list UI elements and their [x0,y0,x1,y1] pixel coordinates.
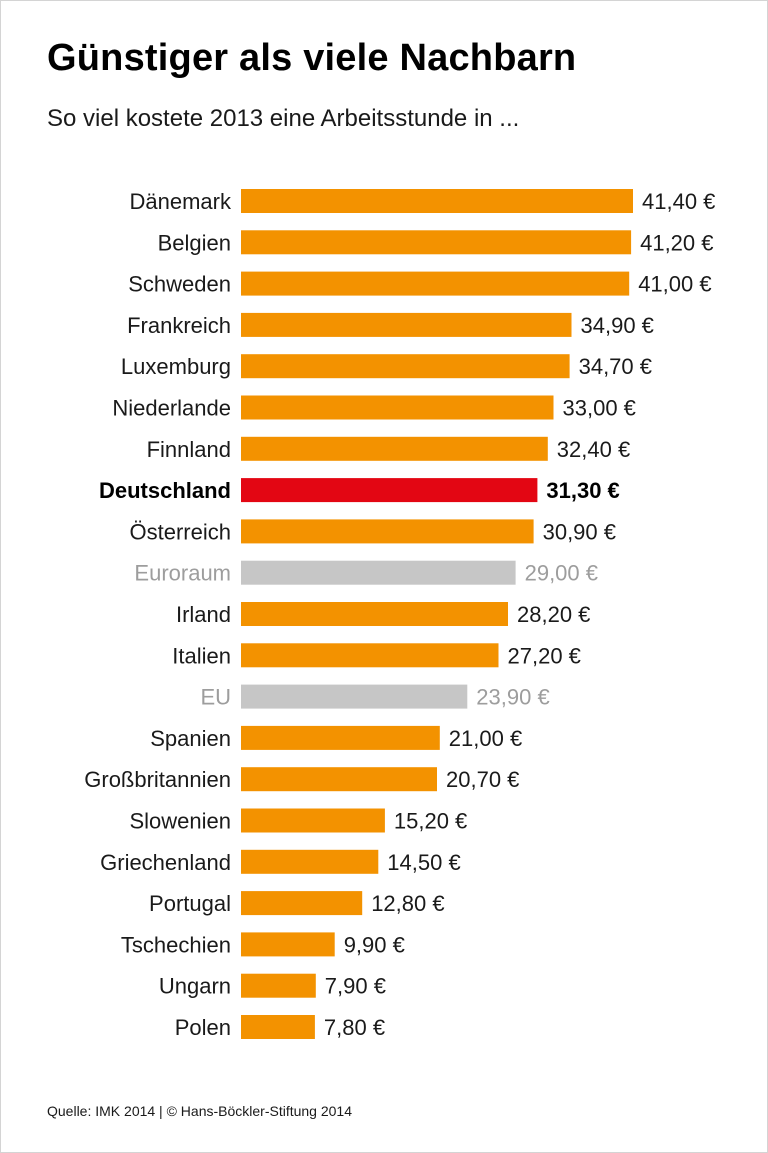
bar [241,643,499,668]
bar [241,684,468,709]
bar [241,436,548,461]
bar [241,973,316,998]
bar [241,1015,315,1039]
chart-subtitle: So viel kostete 2013 eine Arbeitsstunde … [47,105,520,132]
value-label: 20,70 € [446,767,519,792]
value-label: 30,90 € [543,519,616,544]
value-label: 9,90 € [344,932,405,957]
category-label: Finnland [147,437,231,462]
source-note: Quelle: IMK 2014 | © Hans-Böckler-Stiftu… [47,1103,352,1119]
bar [241,395,554,420]
value-label: 41,40 € [642,189,715,214]
value-label: 7,90 € [325,974,386,999]
value-label: 33,00 € [563,396,636,421]
category-label: EU [200,685,231,710]
category-label: Spanien [150,726,231,751]
value-label: 34,90 € [581,313,654,338]
value-label: 23,90 € [476,685,549,710]
bar-chart: Dänemark 41,40 € Belgien 41,20 € Schweden 41,… [84,189,715,1040]
bar [241,189,633,213]
category-label: Dänemark [130,189,232,214]
category-label: Polen [175,1015,231,1040]
bar [241,725,440,750]
bar [241,891,363,916]
category-label: Niederlande [112,396,231,421]
category-label: Deutschland [99,478,231,503]
category-label: Italien [172,643,231,668]
value-label: 27,20 € [508,643,581,668]
category-label: Ungarn [159,974,231,999]
value-label: 12,80 € [371,891,444,916]
bar [241,808,385,833]
category-label: Griechenland [100,850,231,875]
value-label: 7,80 € [324,1015,385,1040]
value-label: 14,50 € [387,850,460,875]
bar [241,478,538,503]
category-label: Irland [176,602,231,627]
value-label: 29,00 € [525,561,598,586]
category-label: Luxemburg [121,354,231,379]
value-label: 32,40 € [557,437,630,462]
value-label: 28,20 € [517,602,590,627]
bar [241,519,534,544]
category-label: Slowenien [129,809,231,834]
bar [241,602,508,626]
value-label: 31,30 € [546,478,619,503]
bar [241,230,632,255]
bar [241,354,570,379]
bar [241,271,630,296]
bar [241,767,437,792]
bar [241,312,572,337]
chart-title: Günstiger als viele Nachbarn [47,37,577,79]
value-label: 21,00 € [449,726,522,751]
bar [241,849,379,874]
category-label: Österreich [130,519,231,544]
value-label: 41,00 € [638,272,711,297]
bar [241,560,516,585]
category-label: Portugal [149,891,231,916]
category-label: Frankreich [127,313,231,338]
category-label: Schweden [128,272,231,297]
category-label: Belgien [158,230,231,255]
value-label: 34,70 € [579,354,652,379]
value-label: 41,20 € [640,230,713,255]
category-label: Tschechien [121,932,231,957]
category-label: Großbritannien [84,767,231,792]
value-label: 15,20 € [394,809,467,834]
bar [241,932,335,957]
category-label: Euroraum [134,561,231,586]
